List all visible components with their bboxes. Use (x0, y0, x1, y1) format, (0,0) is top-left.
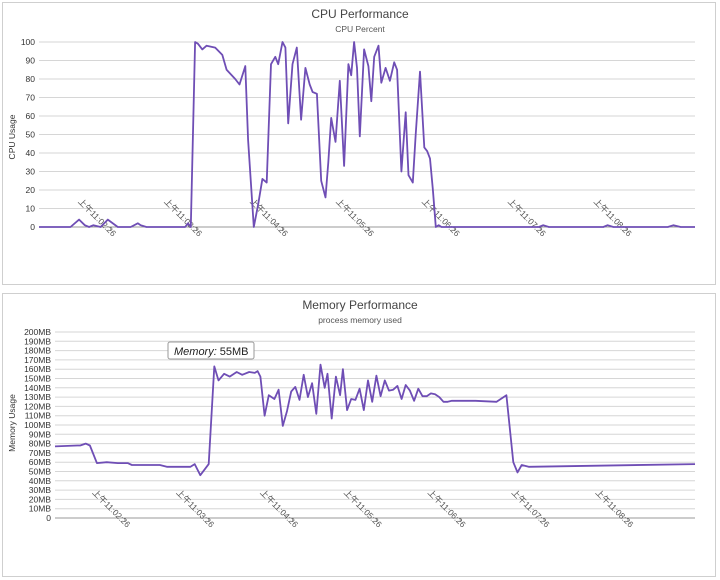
memory-performance-panel: Memory Performance process memory used M… (2, 293, 716, 577)
cpu-y-tick-label: 100 (21, 37, 35, 47)
memory-y-ticks: 010MB20MB30MB40MB50MB60MB70MB80MB90MB100… (24, 327, 51, 523)
memory-tooltip-label: Memory: (174, 346, 217, 358)
cpu-x-tick-label: 上午11:02:26 (76, 196, 118, 238)
memory-chart: Memory Performance process memory used M… (7, 298, 696, 530)
cpu-chart-subtitle: CPU Percent (335, 24, 385, 34)
memory-tooltip-box (167, 341, 255, 360)
memory-y-tick-label: 0 (46, 513, 51, 523)
cpu-y-tick-label: 60 (26, 111, 36, 121)
memory-y-tick-label: 170MB (24, 355, 51, 365)
cpu-y-tick-label: 20 (26, 185, 36, 195)
cpu-y-tick-label: 70 (26, 93, 36, 103)
memory-chart-subtitle: process memory used (318, 315, 402, 325)
memory-y-tick-label: 60MB (29, 457, 52, 467)
cpu-y-tick-label: 50 (26, 130, 36, 140)
memory-tooltip: Memory: 55MB (167, 341, 255, 360)
memory-y-tick-label: 20MB (29, 494, 52, 504)
cpu-gridlines (39, 41, 695, 228)
cpu-chart-title: CPU Performance (311, 7, 409, 21)
memory-y-tick-label: 50MB (29, 467, 52, 477)
cpu-y-tick-label: 10 (26, 204, 36, 214)
memory-tooltip-value: 55MB (220, 346, 249, 358)
memory-y-tick-label: 100MB (24, 420, 51, 430)
memory-series (54, 363, 696, 477)
cpu-x-tick-label: 上午11:06:26 (420, 196, 462, 238)
cpu-y-tick-label: 90 (26, 56, 36, 66)
memory-y-tick-label: 80MB (29, 439, 52, 449)
memory-chart-title: Memory Performance (302, 298, 418, 312)
memory-y-tick-label: 180MB (24, 346, 51, 356)
cpu-chart: CPU Performance CPU Percent CPU Usage 0 1… (7, 7, 695, 239)
memory-y-tick-label: 70MB (29, 448, 52, 458)
memory-y-tick-label: 150MB (24, 374, 51, 384)
cpu-y-axis-label: CPU Usage (7, 114, 17, 159)
cpu-series-line (39, 41, 695, 228)
memory-y-tick-label: 190MB (24, 336, 51, 346)
memory-series-line (54, 363, 696, 477)
memory-y-tick-label: 200MB (24, 327, 51, 337)
cpu-x-tick-label: 上午11:04:26 (248, 196, 290, 238)
memory-y-tick-label: 160MB (24, 364, 51, 374)
memory-y-tick-label: 90MB (29, 429, 52, 439)
cpu-x-tick-label: 上午11:03:26 (162, 196, 204, 238)
cpu-y-tick-label: 30 (26, 167, 36, 177)
memory-gridlines (55, 331, 695, 519)
memory-y-tick-label: 30MB (29, 485, 52, 495)
memory-y-tick-label: 120MB (24, 401, 51, 411)
memory-y-tick-label: 140MB (24, 383, 51, 393)
memory-y-tick-label: 40MB (29, 476, 52, 486)
cpu-y-tick-label: 40 (26, 148, 36, 158)
cpu-y-tick-label: 80 (26, 74, 36, 84)
cpu-performance-panel: CPU Performance CPU Percent CPU Usage 0 1… (2, 2, 716, 285)
memory-y-tick-label: 10MB (29, 504, 52, 514)
memory-tooltip-text: Memory: 55MB (174, 346, 249, 358)
memory-y-axis-label: Memory Usage (7, 394, 17, 452)
cpu-x-ticks: 上午11:02:26 上午11:03:26 上午11:04:26 上午11:05:26… (76, 196, 634, 238)
memory-y-tick-label: 110MB (25, 411, 52, 421)
cpu-y-ticks: 0 10 20 30 40 50 60 70 80 90 100 (21, 37, 35, 232)
cpu-x-tick-label: 上午11:08:26 (592, 196, 634, 238)
cpu-x-tick-label: 上午11:07:26 (506, 196, 548, 238)
cpu-y-tick-label: 0 (30, 222, 35, 232)
memory-y-tick-label: 130MB (24, 392, 51, 402)
cpu-x-tick-label: 上午11:05:26 (334, 196, 376, 238)
cpu-series (39, 41, 695, 228)
